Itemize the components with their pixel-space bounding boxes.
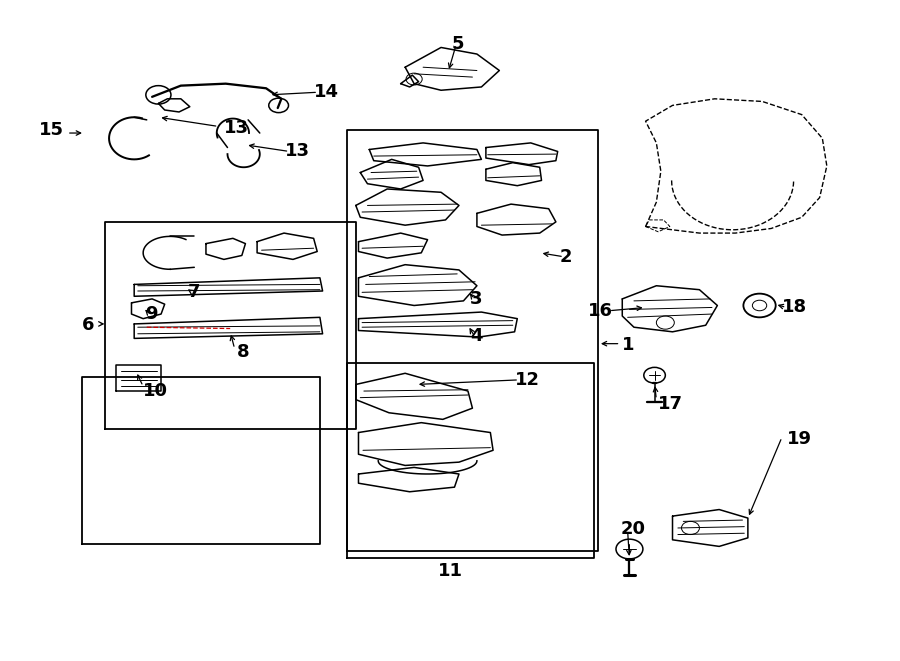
Text: 4: 4 — [470, 327, 482, 345]
Text: 14: 14 — [313, 83, 338, 101]
Text: 12: 12 — [515, 371, 540, 389]
Text: 7: 7 — [188, 284, 201, 301]
Text: 19: 19 — [787, 430, 812, 448]
Text: 13: 13 — [224, 119, 249, 137]
Text: 6: 6 — [82, 316, 94, 334]
Text: 2: 2 — [560, 248, 572, 266]
Text: 13: 13 — [285, 143, 310, 161]
Text: 11: 11 — [437, 562, 463, 580]
Text: 17: 17 — [658, 395, 683, 413]
Text: 5: 5 — [452, 35, 464, 53]
Text: 8: 8 — [237, 342, 249, 360]
Text: 15: 15 — [40, 121, 64, 139]
Text: 18: 18 — [782, 299, 807, 317]
Text: 1: 1 — [622, 336, 634, 354]
Text: 3: 3 — [470, 290, 482, 308]
Text: 20: 20 — [620, 520, 645, 538]
Text: 16: 16 — [589, 302, 613, 320]
Text: 9: 9 — [145, 305, 158, 323]
Text: 10: 10 — [143, 382, 168, 400]
